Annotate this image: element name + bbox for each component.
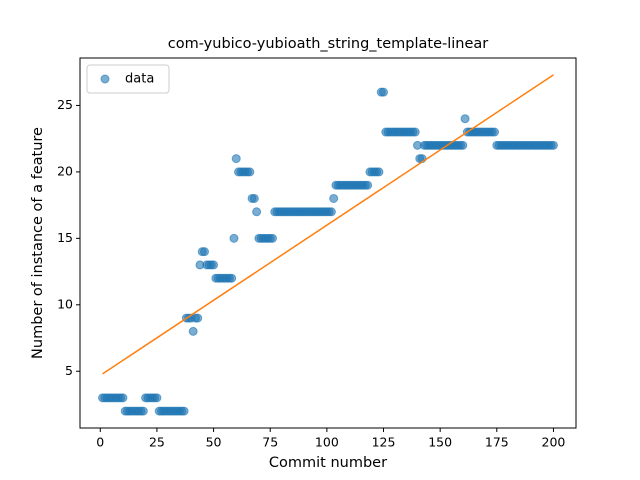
data-point xyxy=(229,233,239,243)
data-point xyxy=(379,87,389,97)
y-tick-label: 25 xyxy=(57,97,73,112)
legend-label: data xyxy=(125,72,154,87)
axes-frame xyxy=(79,57,577,429)
x-axis-label: Commit number xyxy=(269,455,387,471)
data-point xyxy=(252,207,262,217)
data-point xyxy=(490,127,500,137)
x-tick-label: 100 xyxy=(315,435,339,450)
legend-marker xyxy=(100,74,110,84)
x-tick-label: 50 xyxy=(206,435,222,450)
x-tick-label: 25 xyxy=(149,435,165,450)
x-tick-label: 125 xyxy=(372,435,396,450)
data-point xyxy=(179,406,189,416)
data-point xyxy=(374,167,384,177)
fit-line xyxy=(102,74,554,375)
x-tick-label: 75 xyxy=(262,435,278,450)
data-point xyxy=(245,167,255,177)
legend-box xyxy=(86,64,170,94)
data-point xyxy=(152,393,162,403)
data-point xyxy=(209,260,219,270)
data-point xyxy=(227,273,237,283)
y-axis-label: Number of instance of a feature xyxy=(30,127,46,359)
data-point xyxy=(249,193,259,203)
plot-area xyxy=(98,74,558,416)
x-tick-label: 175 xyxy=(485,435,509,450)
y-tick-label: 10 xyxy=(57,296,73,311)
data-point xyxy=(548,140,558,150)
data-point xyxy=(138,406,148,416)
chart-title: com-yubico-yubioath_string_template-line… xyxy=(168,36,489,52)
x-tick-label: 200 xyxy=(542,435,566,450)
data-point xyxy=(326,207,336,217)
data-point xyxy=(231,154,241,164)
data-point xyxy=(193,313,203,323)
data-point xyxy=(329,193,339,203)
data-point xyxy=(118,393,128,403)
data-point xyxy=(363,180,373,190)
x-tick-label: 150 xyxy=(428,435,452,450)
data-point xyxy=(460,114,470,124)
data-point xyxy=(188,326,198,336)
y-tick-label: 15 xyxy=(57,230,73,245)
y-tick-label: 5 xyxy=(65,363,73,378)
data-point xyxy=(267,233,277,243)
data-point xyxy=(200,247,210,257)
x-tick-label: 0 xyxy=(96,435,104,450)
data-point xyxy=(410,127,420,137)
data-point xyxy=(458,140,468,150)
y-tick-label: 20 xyxy=(57,163,73,178)
